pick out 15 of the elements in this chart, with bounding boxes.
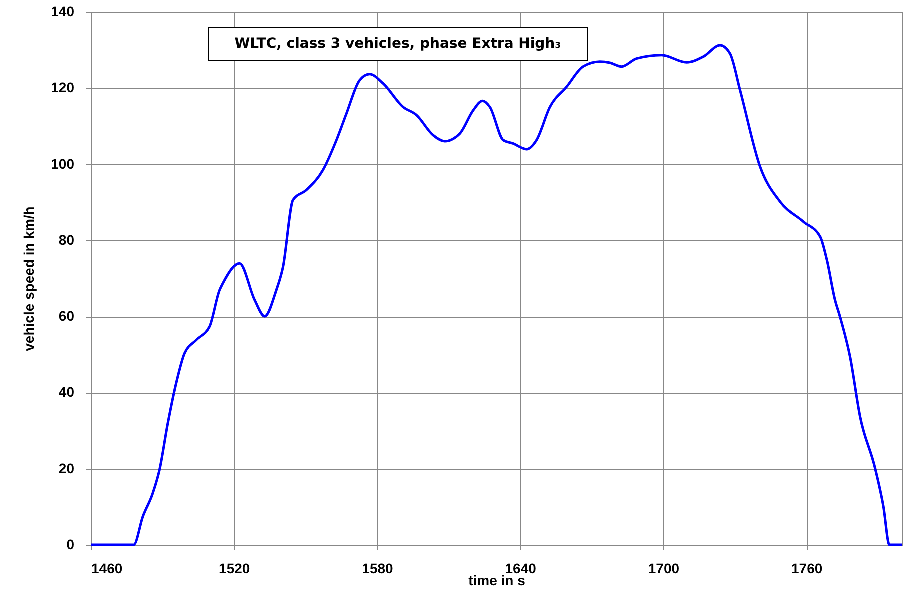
y-tick-label: 60 (58, 308, 75, 324)
y-tick-label: 40 (58, 384, 75, 400)
y-tick-label: 120 (51, 80, 75, 96)
title-box: WLTC, class 3 vehicles, phase Extra High₃ (208, 27, 588, 61)
x-tick-label: 1520 (219, 560, 250, 576)
x-tick-label: 1580 (362, 560, 394, 576)
y-tick-label: 140 (51, 4, 75, 20)
y-tick-label: 20 (58, 460, 75, 476)
y-tick-label: 80 (58, 232, 75, 248)
x-tick-label: 1700 (648, 560, 680, 576)
y-tick-label: 100 (51, 156, 75, 172)
x-tick-label: 1460 (92, 560, 123, 576)
x-tick-label: 1760 (792, 560, 823, 576)
y-axis-title: vehicle speed in km/h (21, 206, 38, 352)
y-tick-label: 0 (66, 536, 75, 552)
